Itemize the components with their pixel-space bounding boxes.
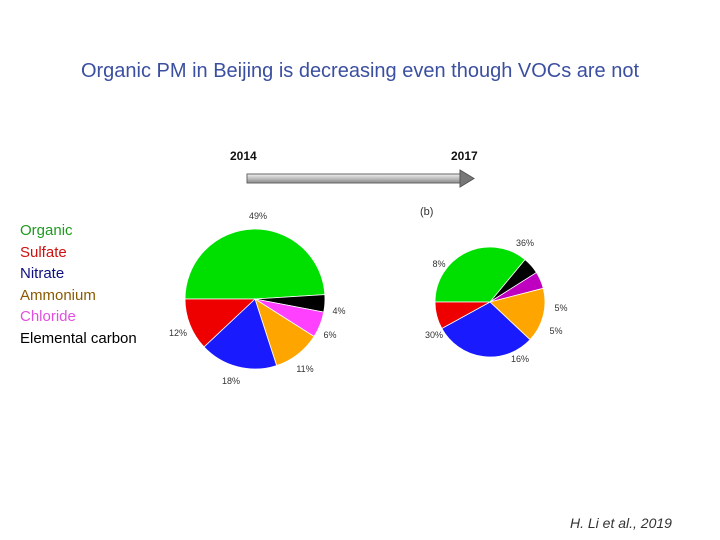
pie-2017: 36% 5% 5% 16% 30% 8% xyxy=(425,238,568,364)
year-label-2017: 2017 xyxy=(451,149,478,163)
legend-item-elemental-carbon: Elemental carbon xyxy=(20,329,137,347)
pie-slice-sulfate xyxy=(184,298,257,348)
legend-item-ammonium: Ammonium xyxy=(20,286,96,304)
legend-item-organic: Organic xyxy=(20,222,73,239)
legend-item-nitrate: Nitrate xyxy=(20,265,65,282)
year-label-2014: 2014 xyxy=(230,149,257,163)
pie-data-label: 8% xyxy=(432,259,445,269)
pie-data-label: 18% xyxy=(222,376,240,386)
pie-data-label: 5% xyxy=(554,303,567,313)
pie-data-label: 6% xyxy=(323,330,336,340)
pie-slice-organic xyxy=(434,246,526,303)
pie-data-label: 16% xyxy=(511,354,529,364)
pie-slice-ammonium xyxy=(489,287,546,341)
pie-slice-sulfate xyxy=(434,301,491,330)
legend: Organic Sulfate Nitrate Ammonium Chlorid… xyxy=(20,220,137,349)
citation: H. Li et al., 2019 xyxy=(570,515,672,531)
pie-data-label: 30% xyxy=(425,330,443,340)
slide-title: Organic PM in Beijing is decreasing even… xyxy=(80,60,640,82)
panel-label: (b) xyxy=(420,206,433,218)
pie-slice-nitrate xyxy=(441,301,531,358)
pie-slice-organic xyxy=(184,228,326,300)
legend-item-sulfate: Sulfate xyxy=(20,243,67,261)
pie-data-label: 4% xyxy=(332,306,345,316)
pie-2014: 49% 4% 6% 11% 18% 12% xyxy=(169,211,346,386)
timeline-arrow-icon xyxy=(246,169,475,188)
pie-data-label: 36% xyxy=(516,238,534,248)
legend-item-chloride: Chloride xyxy=(20,308,76,325)
pie-data-label: 11% xyxy=(296,364,313,374)
pie-data-label: 49% xyxy=(249,211,267,221)
pie-data-label: 12% xyxy=(169,328,187,338)
pie-data-label: 5% xyxy=(549,326,562,336)
pie-slice-nitrate xyxy=(203,298,278,370)
